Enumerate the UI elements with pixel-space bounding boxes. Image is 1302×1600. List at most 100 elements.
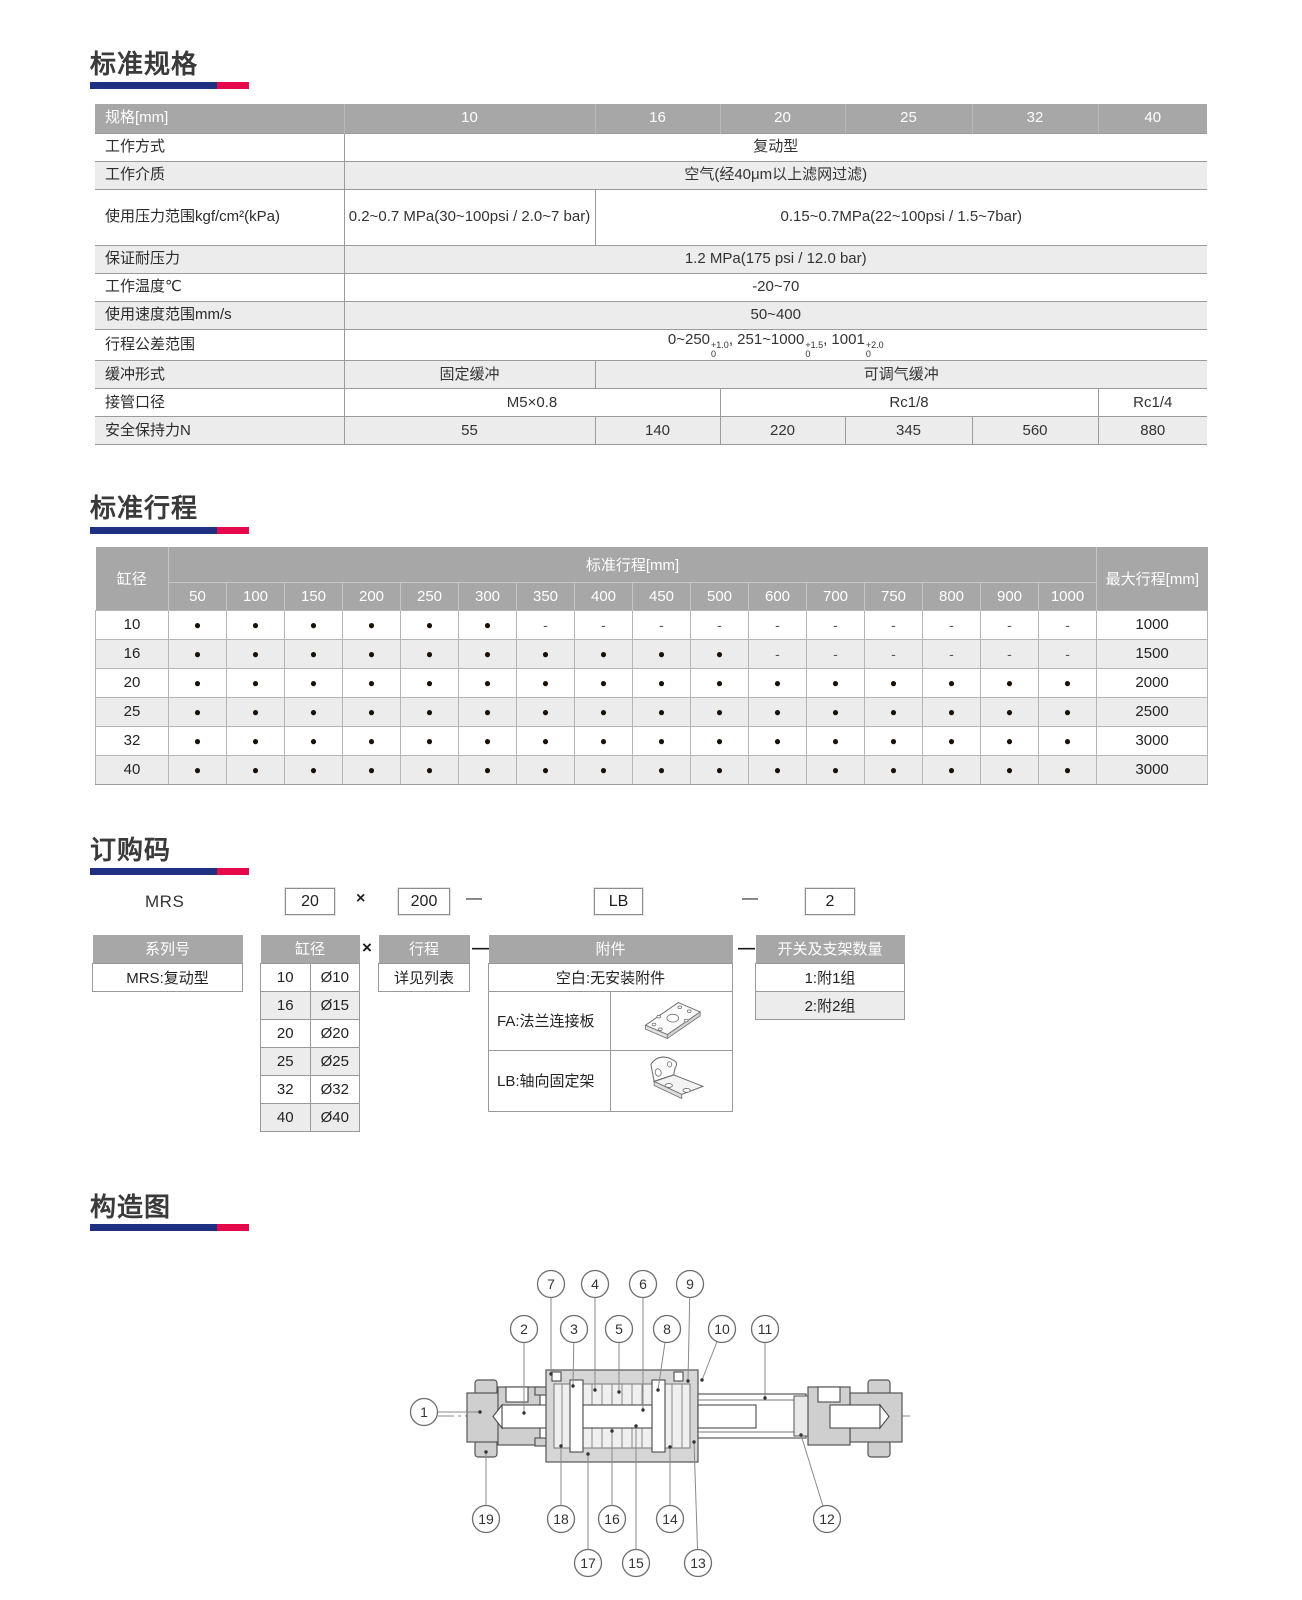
stroke-available-dot: ● (284, 754, 343, 785)
stroke-code-table: 行程 详见列表 (378, 935, 470, 992)
specs-value-cell: 560 (971, 416, 1098, 445)
leader-dot-6 (641, 1408, 645, 1412)
stroke-unavailable-dash: - (1037, 638, 1098, 669)
specs-value-cell: 0.15~0.7MPa(22~100psi / 1.5~7bar) (594, 189, 1207, 245)
leader-dot-15 (634, 1424, 638, 1428)
specs-value-cell: 220 (719, 416, 845, 445)
specs-row-label: 行程公差范围 (105, 335, 196, 353)
leader-dot-5 (617, 1390, 621, 1394)
stroke-available-dot: ● (806, 754, 865, 785)
section-title-structure: 构造图 (90, 1192, 172, 1222)
stroke-available-dot: ● (516, 638, 575, 669)
callout-number: 9 (686, 1276, 694, 1292)
stroke-available-dot: ● (168, 754, 227, 785)
callout-number: 14 (662, 1511, 678, 1527)
specs-row-label: 使用速度范围mm/s (105, 305, 232, 323)
tolerance-base: 0~250 (667, 330, 711, 348)
stroke-available-dot: ● (458, 754, 517, 785)
leader-dot-11 (763, 1396, 767, 1400)
stroke-unavailable-dash: - (980, 609, 1039, 640)
stroke-available-dot: ● (458, 638, 517, 669)
stroke-available-dot: ● (922, 725, 981, 756)
specs-value-cell: Rc1/8 (719, 388, 1098, 417)
accessory-blank-option: 空白:无安装附件 (488, 962, 733, 992)
stroke-unavailable-dash: - (574, 609, 633, 640)
bore-value: 25 (95, 696, 169, 727)
callout-circle-9 (675, 1269, 705, 1299)
stroke-available-dot: ● (400, 754, 459, 785)
stroke-available-dot: ● (574, 696, 633, 727)
code-box: 200 (398, 888, 450, 915)
bore-value: 20 (95, 667, 169, 698)
stroke-available-dot: ● (168, 609, 227, 640)
stroke-available-dot: ● (1037, 667, 1098, 698)
code-box: 20 (285, 888, 335, 915)
stroke-available-dot: ● (864, 667, 923, 698)
stroke-available-dot: ● (748, 696, 807, 727)
stroke-available-dot: ● (226, 667, 285, 698)
switch-bracket-table: 开关及支架数量 1:附1组 2:附2组 (755, 935, 905, 1020)
switch-option-row: 2:附2组 (755, 990, 905, 1020)
specs-value-cell: 345 (844, 416, 972, 445)
specs-row: 工作温度℃ -20~70 (95, 273, 1207, 301)
stroke-available-dot: ● (748, 754, 807, 785)
stroke-unavailable-dash: - (748, 638, 807, 669)
accessory-label: FA:法兰连接板 (488, 990, 611, 1051)
stroke-length-header: 1000 (1037, 581, 1097, 610)
callout-circle-4 (580, 1269, 610, 1299)
specs-row-label: 接管口径 (105, 393, 166, 411)
callout-circle-15 (621, 1548, 651, 1578)
callout-circle-14 (655, 1504, 685, 1534)
callout-number: 10 (714, 1321, 730, 1337)
stroke-unavailable-dash: - (922, 609, 981, 640)
bore-column-header: 缸径 (95, 547, 169, 610)
stroke-available-dot: ● (226, 725, 285, 756)
rod-bushing (793, 1395, 809, 1437)
stroke-length-header: 250 (400, 581, 459, 610)
stroke-unavailable-dash: - (690, 609, 749, 640)
bore-option-row: 32 Ø32 (260, 1074, 360, 1104)
code-separator: — (466, 890, 482, 907)
stroke-available-dot: ● (458, 696, 517, 727)
stroke-available-dot: ● (516, 696, 575, 727)
series-header: 系列号 (92, 935, 243, 963)
title-underline (90, 82, 249, 89)
callout-circle-16 (597, 1504, 627, 1534)
callout-circle-10 (707, 1314, 737, 1344)
stroke-header-row: 缸径 标准行程[mm] 最大行程[mm] (95, 547, 1208, 610)
leader-dot-8 (656, 1388, 660, 1392)
bore-option-row: 25 Ø25 (260, 1046, 360, 1076)
leader-line-9 (687, 1283, 691, 1382)
bore-option-row: 10 Ø10 (260, 962, 360, 992)
max-stroke-value: 3000 (1096, 725, 1209, 756)
leader-dot-18 (559, 1444, 563, 1448)
tolerance-value: , 1001 +2.0 0 (823, 331, 884, 359)
rod-in-tube (697, 1404, 757, 1429)
code-separator: — (742, 890, 758, 907)
stroke-available-dot: ● (806, 667, 865, 698)
stroke-length-header: 750 (864, 581, 923, 610)
callout-number: 5 (615, 1321, 623, 1337)
stroke-code-value: 详见列表 (378, 962, 470, 992)
stroke-available-dot: ● (284, 609, 343, 640)
callout-circle-2 (509, 1314, 539, 1344)
left-clevis-top-tab (474, 1379, 498, 1395)
accessory-option-row: FA:法兰连接板 (488, 990, 733, 1051)
stroke-available-dot: ● (574, 754, 633, 785)
leader-dot-1 (478, 1410, 482, 1414)
stroke-length-header: 500 (690, 581, 749, 610)
specs-row-label: 安全保持力N (105, 421, 191, 439)
callout-number: 12 (819, 1511, 835, 1527)
stroke-available-dot: ● (168, 667, 227, 698)
stroke-available-dot: ● (690, 696, 749, 727)
series-table: 系列号 MRS:复动型 (92, 935, 243, 992)
leader-dot-13 (692, 1440, 696, 1444)
bore-option-row: 40 Ø40 (260, 1102, 360, 1132)
stroke-table: 缸径 标准行程[mm] 最大行程[mm] 50 100 150 200 250 300 350 40… (95, 547, 1209, 785)
callout-number: 3 (570, 1321, 578, 1337)
stroke-available-dot: ● (922, 754, 981, 785)
max-stroke-value: 1500 (1096, 638, 1209, 669)
bore-code: 25 (260, 1046, 311, 1076)
switch-option-row: 1:附1组 (755, 962, 905, 992)
specs-col-header: 25 (844, 104, 972, 133)
